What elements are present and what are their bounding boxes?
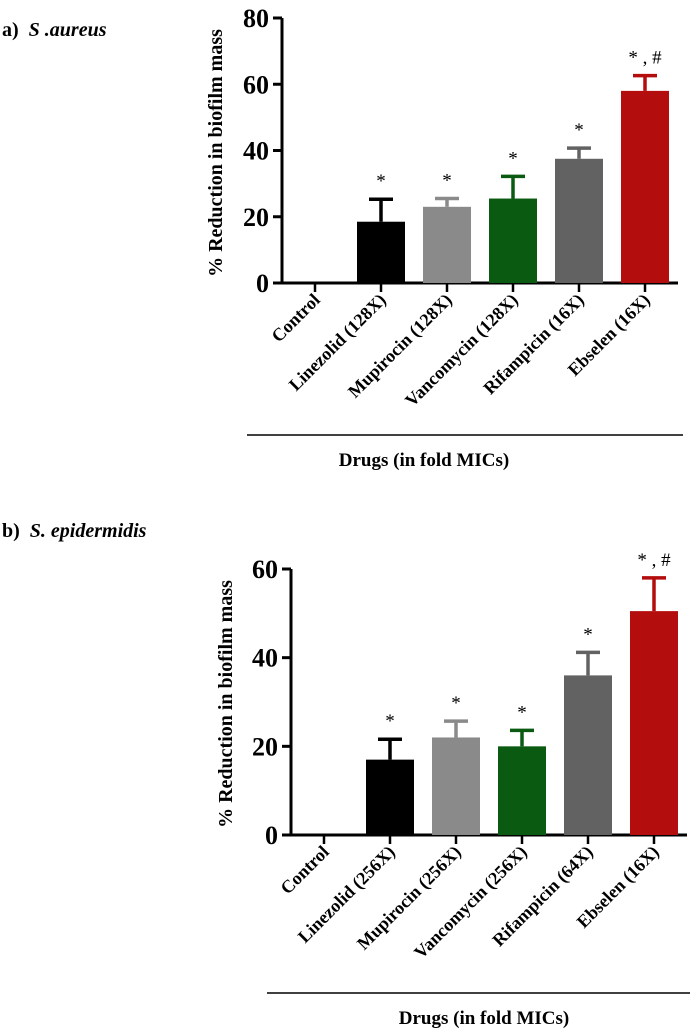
y-tick-label: 40 [252,644,278,673]
bar [489,198,537,283]
significance-annotation: * [508,148,518,169]
bar [564,675,612,835]
y-tick-label: 60 [243,70,269,99]
y-tick-label: 80 [243,4,269,33]
panel-a-x-axis-label: Drugs (in fold MICs) [339,450,509,471]
panel-b: b) S. epidermidis % Reduction in biofilm… [2,520,690,1029]
panel-a-label: a) [2,19,19,41]
y-tick-label: 60 [252,555,278,584]
panel-b-title: S. epidermidis [30,520,147,542]
significance-annotation: * [583,624,593,645]
svg-text:a) S .aureus: a) S .aureus [2,19,107,41]
bar [357,221,405,283]
x-tick-label: Vancomycin (256X) [410,842,532,964]
significance-annotation: * [442,171,452,192]
significance-annotation: * , # [637,550,671,571]
bar [432,737,480,835]
significance-annotation: * [574,120,584,141]
y-tick-label: 40 [243,137,269,166]
y-tick-label: 20 [243,203,269,232]
significance-annotation: * [376,171,386,192]
significance-annotation: * , # [628,48,662,69]
x-tick-label: Control [267,290,323,346]
panel-a: a) S .aureus % Reduction in biofilm mass… [2,4,683,471]
significance-annotation: * [451,693,461,714]
y-tick-label: 0 [256,269,269,298]
bar [366,759,414,835]
bar [423,206,471,283]
panel-b-label: b) [2,520,20,542]
svg-text:b) S. epidermidis: b) S. epidermidis [2,520,147,542]
panel-a-y-axis-label: % Reduction in biofilm mass [205,29,227,277]
significance-annotation: * [385,711,395,732]
bar [555,158,603,283]
bar [621,90,669,283]
x-tick-label: Vancomycin (128X) [401,290,523,412]
significance-annotation: * [517,702,527,723]
x-tick-label: Control [276,842,332,898]
panel-b-x-axis-label: Drugs (in fold MICs) [399,1008,569,1029]
bar [498,746,546,835]
panel-b-y-axis-label: % Reduction in biofilm mass [215,580,237,828]
y-tick-label: 0 [265,821,278,850]
panel-a-title: S .aureus [29,19,107,41]
bar [630,611,678,835]
y-tick-label: 20 [252,732,278,761]
